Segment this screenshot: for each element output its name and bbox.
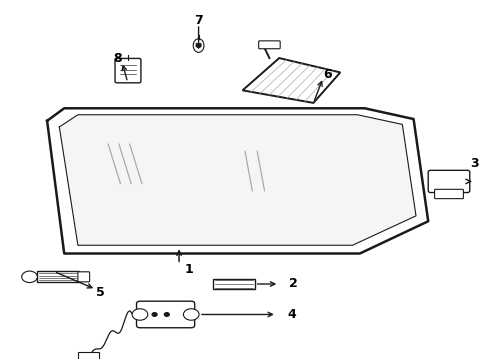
FancyBboxPatch shape [37, 271, 79, 282]
Polygon shape [243, 58, 340, 103]
FancyBboxPatch shape [115, 58, 141, 83]
FancyBboxPatch shape [213, 279, 255, 289]
Text: 8: 8 [114, 51, 122, 64]
Ellipse shape [193, 39, 204, 52]
Text: 2: 2 [290, 278, 298, 291]
Circle shape [196, 44, 201, 47]
FancyBboxPatch shape [137, 301, 195, 328]
FancyBboxPatch shape [259, 41, 280, 49]
Circle shape [183, 309, 199, 320]
Text: 3: 3 [470, 157, 479, 170]
Text: 7: 7 [194, 14, 203, 27]
Text: 6: 6 [323, 68, 331, 81]
FancyBboxPatch shape [435, 189, 464, 199]
Text: 5: 5 [97, 287, 105, 300]
FancyBboxPatch shape [78, 352, 99, 360]
Circle shape [132, 309, 148, 320]
Text: 4: 4 [287, 308, 296, 321]
Circle shape [22, 271, 37, 283]
Circle shape [164, 313, 169, 316]
Text: 1: 1 [184, 263, 193, 276]
Circle shape [152, 313, 157, 316]
Polygon shape [59, 115, 416, 245]
FancyBboxPatch shape [78, 272, 90, 282]
FancyBboxPatch shape [428, 170, 470, 193]
